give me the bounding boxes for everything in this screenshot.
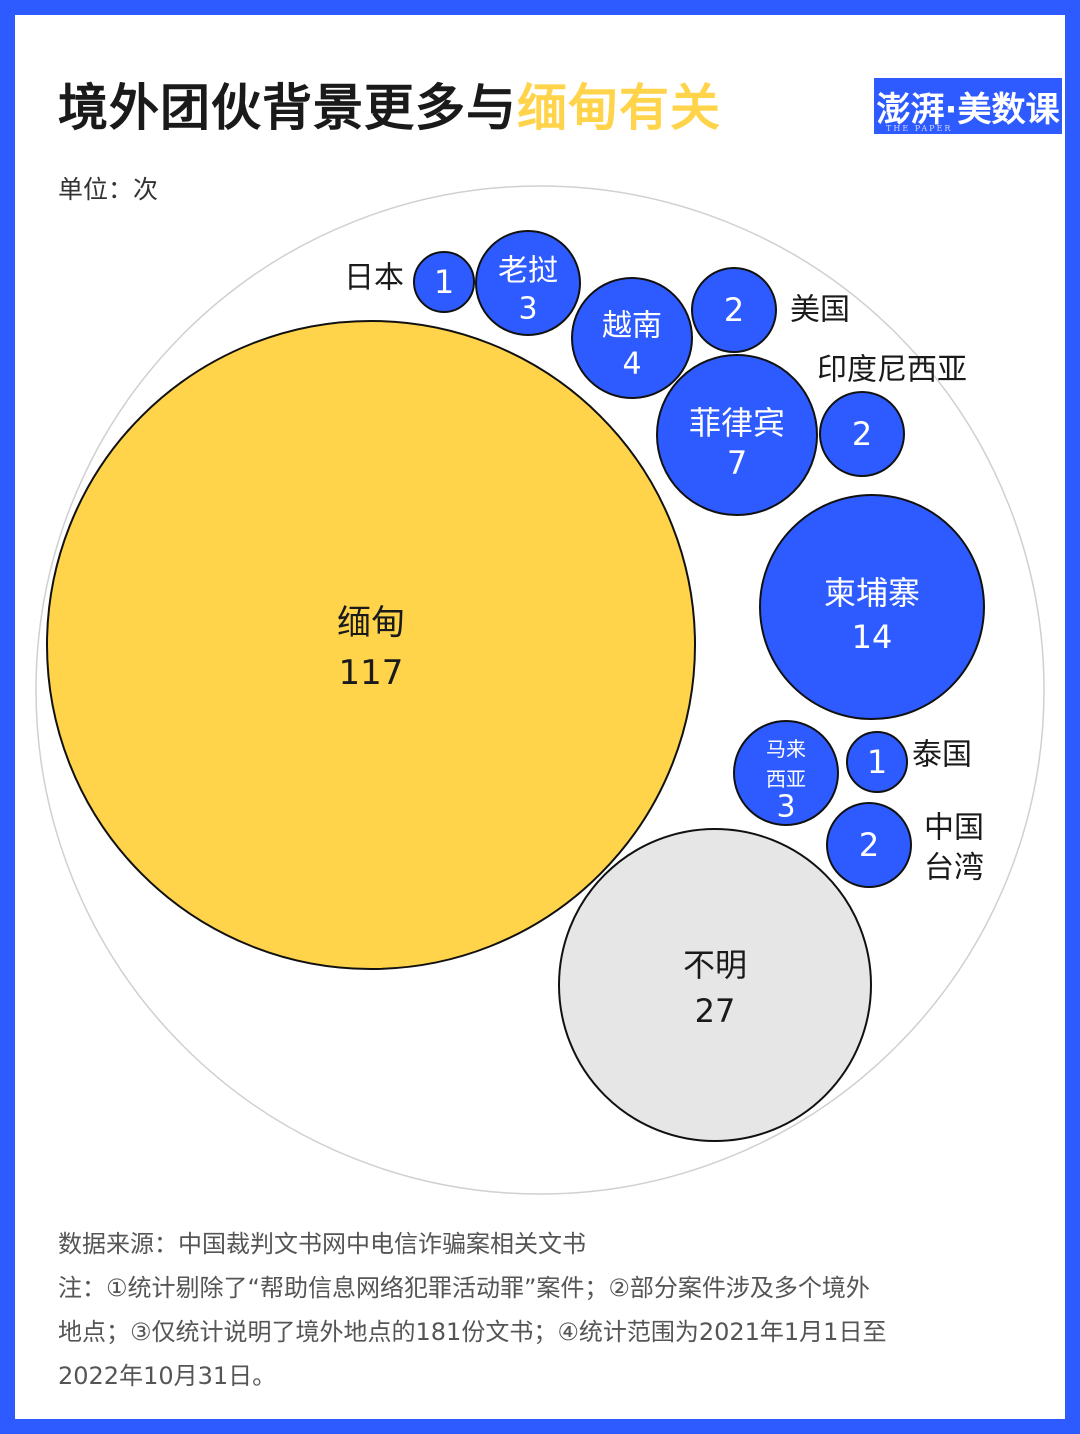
bubble-10-circle (413, 251, 475, 313)
bubble-7-circle (691, 267, 777, 353)
bubble-11-value-label: 1 (867, 743, 887, 781)
bubble-1-name-label: 不明 (683, 946, 747, 984)
bubble-1-circle (558, 828, 872, 1142)
bubble-3-value-label: 7 (727, 444, 747, 482)
bubble-8-value-label: 2 (852, 415, 872, 453)
bubble-9-value-label: 2 (859, 826, 879, 864)
bubble-3-circle (656, 354, 818, 516)
bubble-4-name-label: 越南 (602, 309, 662, 344)
bubble-5-value-label: 3 (518, 292, 537, 327)
bubble-9-name-label-1: 中国 (924, 811, 984, 846)
title-highlight: 缅甸有关 (517, 79, 721, 137)
bubble-4-value-label: 4 (622, 347, 641, 382)
bubble-0-name-label: 缅甸 (337, 603, 405, 643)
note-line-2: 地点；③仅统计说明了境外地点的181份文书；④统计范围为2021年1月1日至 (58, 1318, 887, 1346)
data-source: 数据来源：中国裁判文书网中电信诈骗案相关文书 (58, 1230, 586, 1258)
bubble-0-value-label: 117 (339, 653, 404, 693)
bubble-0-circle (46, 320, 696, 970)
bubble-2-name-label: 柬埔寨 (824, 574, 920, 612)
note-line-3: 2022年10月31日。 (58, 1362, 277, 1390)
bubble-8-name-label: 印度尼西亚 (817, 353, 967, 388)
footer-notes: 数据来源：中国裁判文书网中电信诈骗案相关文书 注：①统计剔除了“帮助信息网络犯罪… (58, 1222, 1028, 1398)
bubble-11-circle (846, 731, 908, 793)
bubble-4-circle (571, 277, 693, 399)
bubble-3-name-label: 菲律宾 (689, 404, 785, 442)
bubble-6-name-label-1: 马来 (766, 737, 806, 761)
logo-subtext: THE PAPER (886, 124, 953, 133)
unit-label: 单位：次 (58, 175, 159, 204)
bubble-6-name-label-2: 西亚 (766, 767, 806, 791)
bubble-6-value-label: 3 (776, 790, 795, 825)
note-line-1: 注：①统计剔除了“帮助信息网络犯罪活动罪”案件；②部分案件涉及多个境外 (58, 1274, 870, 1302)
bubble-6-circle (733, 720, 839, 826)
bubble-8-circle (819, 391, 905, 477)
bubble-2-circle (759, 494, 985, 720)
brand-logo: 澎湃·美数课 (874, 78, 1062, 134)
title-main: 境外团伙背景更多与 (58, 79, 517, 137)
bubble-10-name-label: 日本 (344, 261, 404, 296)
bubble-9-name-label-2: 台湾 (924, 851, 984, 886)
bubble-5-name-label: 老挝 (498, 254, 558, 289)
bubble-10-value-label: 1 (434, 263, 454, 301)
bubble-9-circle (826, 802, 912, 888)
bubble-2-value-label: 14 (852, 618, 893, 656)
page-title: 境外团伙背景更多与缅甸有关 (58, 68, 721, 140)
bubble-5-circle (475, 230, 581, 336)
bubble-7-value-label: 2 (724, 291, 744, 329)
bubble-7-name-label: 美国 (790, 293, 850, 328)
logo-text: 澎湃·美数课 (876, 89, 1060, 130)
outer-boundary-circle (35, 185, 1045, 1195)
bubble-11-name-label: 泰国 (912, 738, 972, 773)
bubble-1-value-label: 27 (695, 992, 736, 1030)
